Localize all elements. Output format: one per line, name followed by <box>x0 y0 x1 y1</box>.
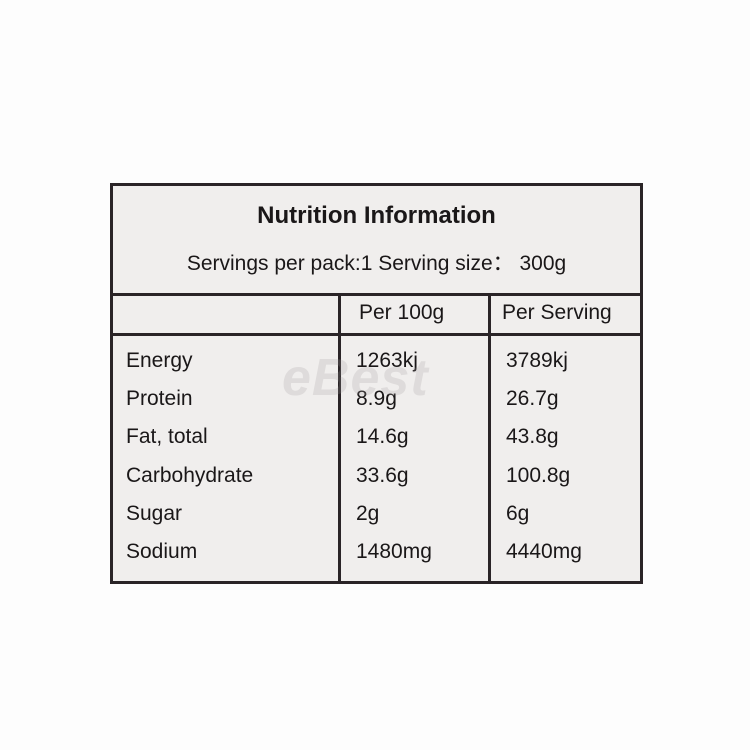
column-divider <box>488 293 491 581</box>
watermark: eBest <box>282 349 429 407</box>
cell-per-serving: 100.8g <box>506 463 571 487</box>
cell-per-100g: 33.6g <box>356 463 409 487</box>
cell-nutrient: Carbohydrate <box>126 463 254 487</box>
cell-per-100g: 1480mg <box>356 540 432 563</box>
cell-nutrient: Sodium <box>126 540 198 563</box>
cell-nutrient: Energy <box>126 349 193 372</box>
divider <box>113 293 640 296</box>
column-header-per-100g: Per 100g <box>359 301 445 324</box>
column-header-per-serving: Per Serving <box>502 301 612 324</box>
cell-per-serving: 26.7g <box>506 387 559 411</box>
cell-nutrient: Protein <box>126 387 193 411</box>
column-divider <box>338 293 341 581</box>
divider <box>113 333 640 336</box>
cell-nutrient: Fat, total <box>126 425 208 449</box>
cell-per-serving: 6g <box>506 501 530 525</box>
cell-nutrient: Sugar <box>126 501 183 525</box>
cell-per-100g: 1263kj <box>356 349 418 372</box>
nutrition-label: Nutrition Information Servings per pack:… <box>110 183 643 584</box>
cell-per-100g: 2g <box>356 501 380 525</box>
cell-per-100g: 8.9g <box>356 387 397 411</box>
servings-info: Servings per pack:1 Serving size： 300g <box>186 252 567 275</box>
cell-per-serving: 3789kj <box>506 349 568 372</box>
cell-per-serving: 4440mg <box>506 540 582 563</box>
label-title: Nutrition Information <box>257 202 496 229</box>
cell-per-serving: 43.8g <box>506 425 559 449</box>
cell-per-100g: 14.6g <box>356 425 409 449</box>
